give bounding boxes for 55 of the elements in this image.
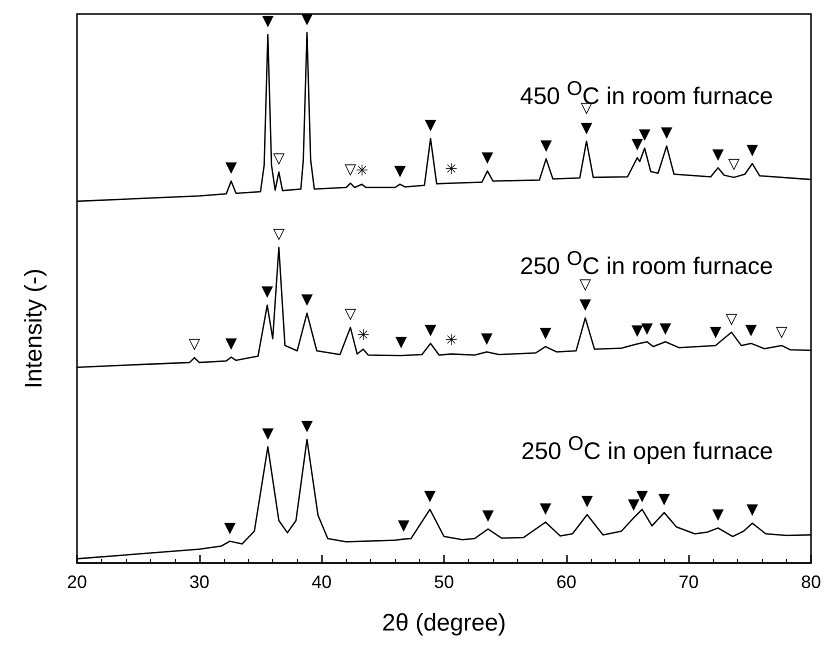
annotation: ▼ <box>710 322 722 341</box>
annotation: ▼ <box>301 416 314 434</box>
annotation: ▼ <box>660 318 672 337</box>
annotation: ▼ <box>712 504 724 523</box>
annotation: ▼ <box>398 516 410 534</box>
annotation: ▽ <box>273 149 286 168</box>
annotation: ▼ <box>580 294 592 313</box>
annotation: ▽ <box>344 160 357 178</box>
annotation: ▼ <box>481 328 494 347</box>
annotation: ▼ <box>261 282 274 300</box>
annotation: ✳ <box>445 160 458 178</box>
annotation: ▼ <box>746 140 759 159</box>
annotation: ✳ <box>356 326 370 344</box>
annotation: ▼ <box>482 148 494 166</box>
annotation: ▽ <box>726 309 738 328</box>
annotation: ▼ <box>540 499 552 518</box>
annotation: ▼ <box>262 12 274 30</box>
annotation: ▼ <box>540 136 552 154</box>
annotation: ▼ <box>540 324 552 342</box>
annotation: ▼ <box>482 506 494 524</box>
annotation: ▼ <box>225 334 238 352</box>
annotation: ▼ <box>660 123 673 142</box>
annotation: ▼ <box>424 320 437 338</box>
annotation: ▼ <box>395 332 408 351</box>
annotation: ▼ <box>580 118 593 136</box>
annotation: ▼ <box>745 320 758 338</box>
annotation: ▼ <box>262 424 274 442</box>
annotation: ▼ <box>224 518 236 536</box>
annotation: ▼ <box>658 490 670 508</box>
annotation: ✳ <box>356 161 368 180</box>
annotation: ✳ <box>445 331 458 350</box>
x-axis-title: 2θ (degree) <box>382 610 506 636</box>
annotation: ▼ <box>394 161 406 180</box>
x-tick-label: 30 <box>189 572 210 592</box>
x-tick-label: 20 <box>66 572 88 592</box>
x-tick-label: 40 <box>312 572 332 592</box>
annotation: ▼ <box>424 486 436 504</box>
annotation: ▽ <box>273 224 286 242</box>
annotation: ▽ <box>188 334 201 353</box>
annotation: ▼ <box>746 500 759 518</box>
annotation: ▼ <box>581 492 594 510</box>
annotation: ▼ <box>712 144 724 163</box>
x-tick-label: 70 <box>678 572 699 592</box>
annotation: ▼ <box>225 158 238 176</box>
x-tick-label: 50 <box>434 572 454 592</box>
y-axis-title: Intensity (-) <box>20 268 48 389</box>
x-tick-label: 80 <box>800 572 822 592</box>
text: 250 $^{O}$C in open furnace <box>521 432 773 465</box>
x-tick-label: 60 <box>556 572 576 592</box>
annotation: ▼ <box>424 116 437 134</box>
annotation: ▽ <box>344 304 357 322</box>
annotation: ▼ <box>641 318 654 337</box>
annotation: ▽ <box>728 154 740 172</box>
annotation: ▼ <box>301 290 314 308</box>
annotation: ▽ <box>776 322 788 341</box>
